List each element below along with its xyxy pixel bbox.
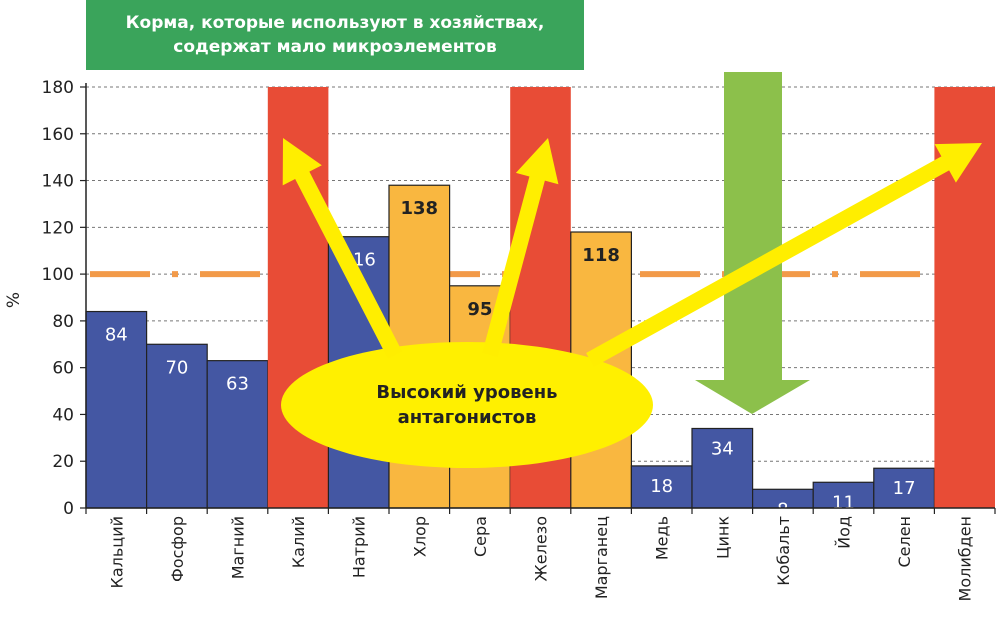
bar-value-label: 11 bbox=[832, 492, 855, 513]
x-tick-label: Медь bbox=[653, 516, 672, 560]
x-tick-label: Йод bbox=[835, 516, 854, 549]
annotation-group: Высокий уровень антагонистов bbox=[281, 342, 653, 468]
bar-value-label: 17 bbox=[893, 478, 916, 499]
bar-value-label: 118 bbox=[582, 245, 620, 266]
x-tick-labels: Кальций Фосфор Магний Калий Натрий Хлор Сера Же… bbox=[85, 508, 996, 601]
bar-value-label: 63 bbox=[226, 374, 249, 395]
x-tick-label: Железо bbox=[532, 516, 551, 581]
bar-value-label: 84 bbox=[105, 325, 128, 346]
x-tick-label: Марганец bbox=[592, 516, 611, 599]
yellow-arrow bbox=[282, 138, 403, 359]
annotation-ellipse bbox=[281, 342, 653, 468]
x-tick-label: Хлор bbox=[410, 516, 429, 557]
x-tick-label: Кобальт bbox=[774, 516, 793, 586]
y-tick-label: 160 bbox=[42, 125, 74, 145]
chart-title-line-2: содержат мало микроэлементов bbox=[173, 37, 497, 57]
x-tick-label: Цинк bbox=[713, 516, 732, 559]
x-tick-label: Селен bbox=[895, 516, 914, 568]
bar bbox=[146, 343, 208, 509]
x-tick-label: Калий bbox=[289, 516, 308, 568]
bar bbox=[812, 481, 875, 509]
y-tick-label: 140 bbox=[42, 172, 74, 192]
y-tick-labels: 0 20 40 60 80 100 120 140 160 180% bbox=[4, 78, 86, 519]
bar-value-label: 138 bbox=[401, 198, 439, 219]
annotation-line-1: Высокий уровень bbox=[376, 382, 557, 403]
y-tick-label: 60 bbox=[52, 359, 74, 379]
bar bbox=[691, 427, 754, 509]
green-arrow-group bbox=[695, 72, 810, 414]
bar bbox=[630, 465, 693, 509]
y-tick-label: 40 bbox=[52, 405, 74, 425]
bar-value-label: 95 bbox=[467, 299, 492, 320]
bar bbox=[85, 310, 148, 509]
chart-title: Корма, которые используют в хозяйствах, … bbox=[86, 0, 584, 70]
bar-value-label: 18 bbox=[650, 476, 673, 497]
y-axis-label: % bbox=[4, 292, 24, 308]
yellow-arrows bbox=[282, 138, 982, 367]
yellow-arrow bbox=[482, 138, 559, 358]
bar-value-label: 70 bbox=[165, 357, 188, 378]
chart-title-line-1: Корма, которые используют в хозяйствах, bbox=[125, 13, 545, 33]
bar-value-label: 8 bbox=[777, 499, 788, 520]
x-tick-label: Кальций bbox=[107, 516, 126, 589]
bar-value-label: 34 bbox=[711, 438, 734, 459]
y-tick-label: 120 bbox=[42, 218, 74, 238]
bar bbox=[206, 360, 269, 509]
x-tick-label: Магний bbox=[229, 516, 248, 579]
y-tick-label: 180 bbox=[42, 78, 74, 98]
bar bbox=[873, 467, 935, 509]
y-tick-label: 80 bbox=[52, 312, 74, 332]
annotation-line-2: антагонистов bbox=[398, 407, 537, 428]
x-tick-label: Фосфор bbox=[168, 516, 187, 582]
x-tick-label: Натрий bbox=[350, 516, 369, 578]
y-tick-label: 0 bbox=[63, 499, 74, 519]
axes bbox=[85, 83, 995, 509]
x-tick-label: Сера bbox=[471, 516, 490, 557]
y-tick-label: 20 bbox=[52, 452, 74, 472]
y-tick-label: 100 bbox=[42, 265, 74, 285]
x-tick-label: Молибден bbox=[956, 516, 975, 601]
yellow-arrow bbox=[586, 143, 982, 367]
green-down-arrow bbox=[695, 72, 810, 414]
